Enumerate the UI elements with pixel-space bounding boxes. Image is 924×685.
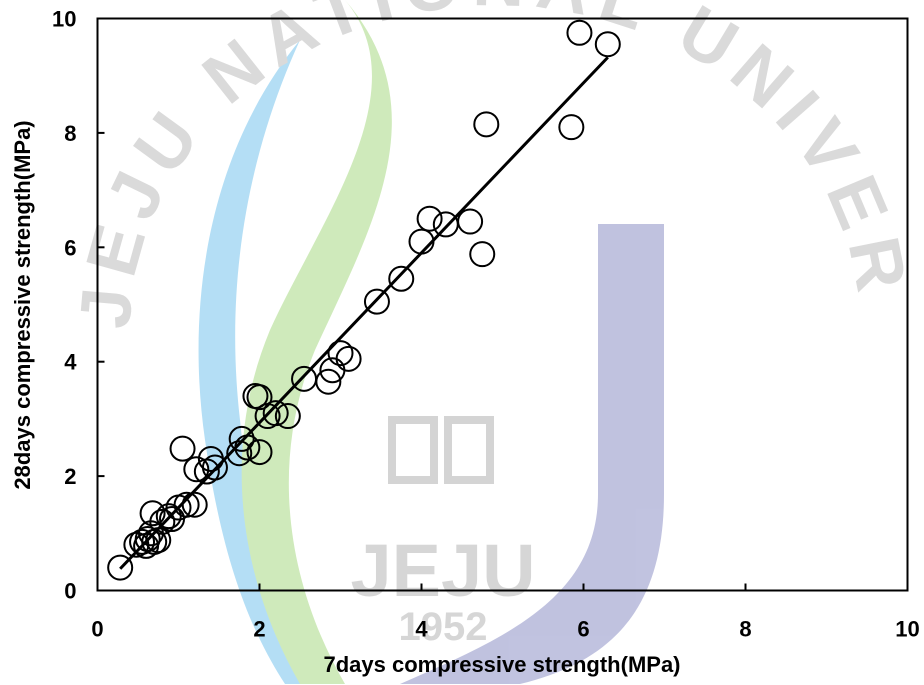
watermark-book-icon: [388, 416, 494, 484]
data-point: [457, 208, 484, 235]
data-point: [145, 527, 172, 554]
data-point: [149, 508, 176, 535]
y-tick-label: 6: [64, 235, 76, 260]
data-point: [228, 425, 255, 452]
y-axis-label: 28days compressive strength(MPa): [10, 120, 35, 489]
data-point: [139, 500, 166, 527]
x-tick-label: 0: [91, 617, 103, 642]
data-points: [107, 19, 621, 581]
data-point: [558, 114, 585, 141]
data-point: [416, 205, 443, 232]
data-point: [327, 340, 354, 367]
trend-line-group: [119, 56, 609, 570]
data-point: [473, 111, 500, 138]
x-tick-label: 8: [739, 617, 751, 642]
watermark-arc-text: JEJU NATIONAL UNIVERSITY: [0, 0, 923, 331]
y-tick-label: 0: [64, 579, 76, 604]
x-tick-label: 2: [253, 617, 265, 642]
data-point: [169, 435, 196, 462]
x-tick-label: 4: [415, 617, 428, 642]
data-point: [335, 345, 362, 372]
data-point: [315, 368, 342, 395]
axis-tick-labels: 0 2 4 6 8 10 0 2 4 6 8 10: [52, 7, 920, 642]
y-tick-label: 2: [64, 464, 76, 489]
data-point: [566, 19, 593, 46]
data-point: [432, 211, 459, 238]
watermark-logo-text: JEJU: [350, 529, 535, 612]
watermark-year-text: 1952: [399, 605, 488, 649]
data-point: [388, 265, 415, 292]
data-point: [363, 288, 390, 315]
data-point: [246, 439, 273, 466]
x-tick-label: 10: [895, 617, 919, 642]
data-point: [201, 454, 228, 481]
data-point: [234, 434, 261, 461]
trend-line: [119, 56, 609, 570]
x-tick-label: 6: [577, 617, 589, 642]
data-point: [173, 491, 200, 518]
data-point: [594, 31, 621, 58]
data-point: [107, 554, 134, 581]
data-point: [408, 228, 435, 255]
watermark-green-swoosh: [241, 0, 392, 684]
axis-ticks: [96, 17, 909, 592]
y-tick-label: 4: [64, 350, 77, 375]
watermark-arc-textpath: JEJU NATIONAL UNIVERSITY: [0, 0, 913, 331]
data-point: [246, 384, 273, 411]
x-axis-label: 7days compressive strength(MPa): [323, 652, 680, 677]
watermark-blue-swoosh: [198, 40, 325, 684]
watermark-purple-bar: [598, 224, 664, 494]
plot-frame: [96, 17, 909, 592]
data-point: [183, 456, 210, 483]
data-point: [262, 400, 289, 427]
data-point: [469, 241, 496, 268]
watermark-purple-hook: [400, 494, 664, 684]
y-tick-label: 8: [64, 121, 76, 146]
data-point: [129, 528, 156, 555]
y-tick-label: 10: [52, 7, 76, 32]
data-point: [226, 440, 253, 467]
data-point: [181, 491, 208, 518]
data-point: [274, 403, 301, 430]
